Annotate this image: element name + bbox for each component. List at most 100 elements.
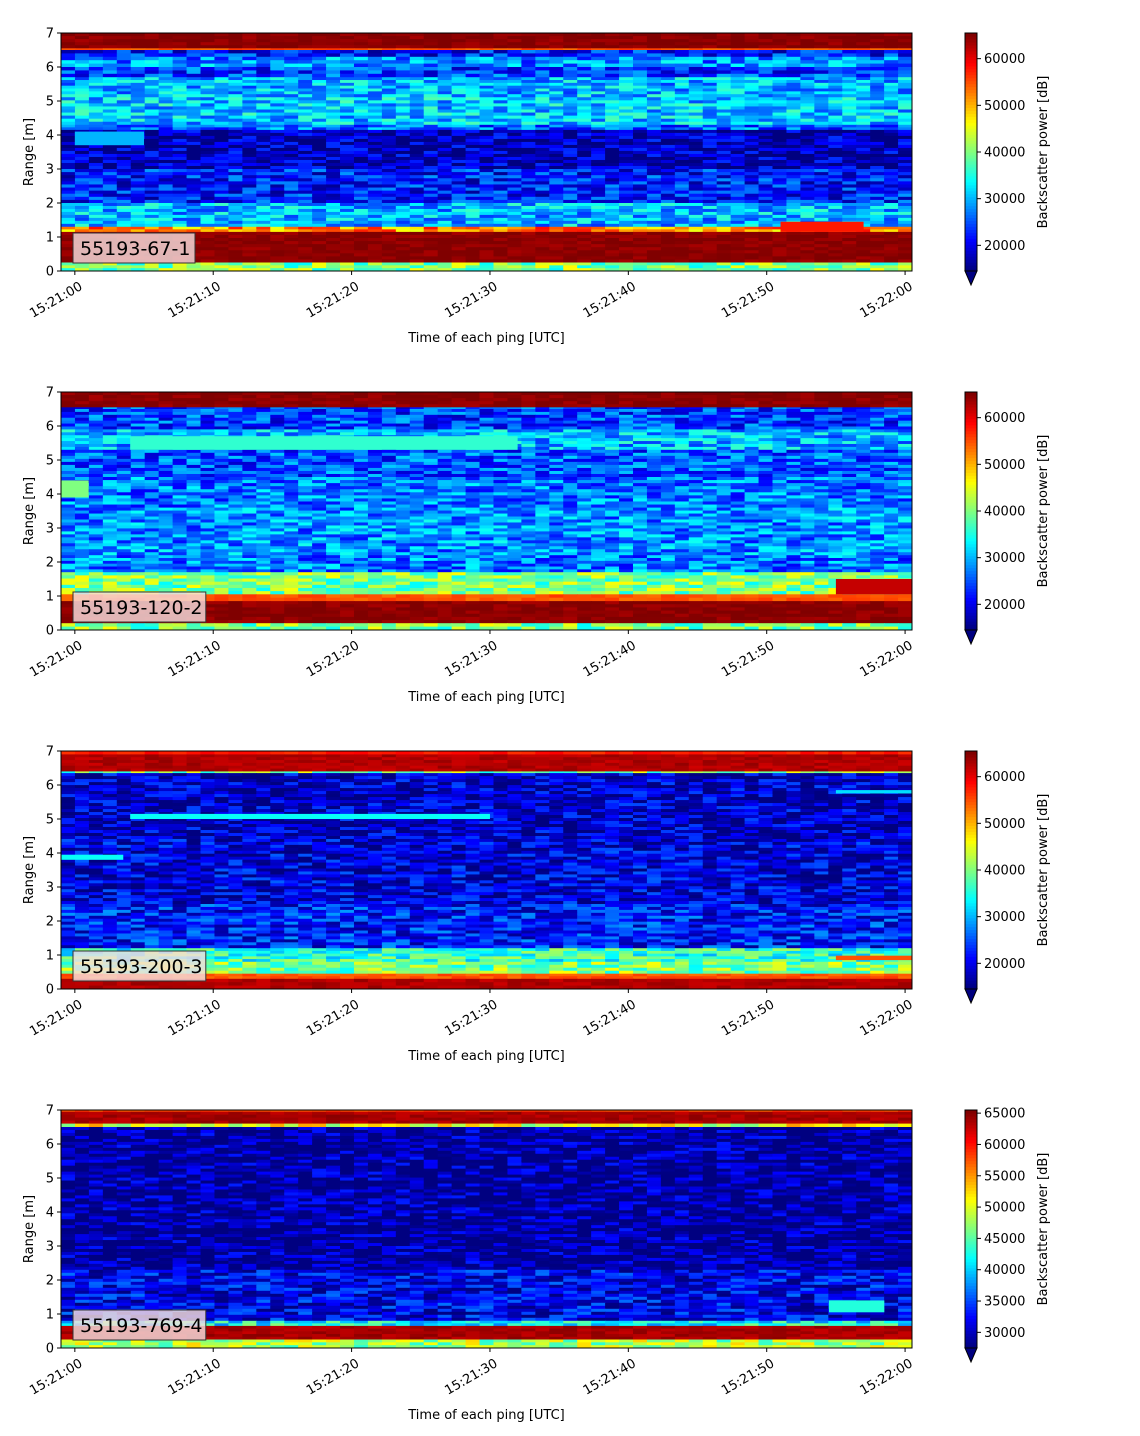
heatmap-cell — [270, 187, 285, 192]
heatmap-cell — [898, 231, 912, 236]
heatmap-cell — [856, 190, 871, 195]
heatmap-cell — [800, 268, 815, 271]
heatmap-cell — [786, 115, 801, 120]
heatmap-cell — [116, 268, 132, 271]
heatmap-cell — [270, 392, 285, 396]
heatmap-cell — [326, 392, 341, 396]
heatmap-cell — [507, 159, 522, 164]
heatmap-cell — [716, 53, 732, 58]
heatmap-cell — [465, 135, 481, 140]
heatmap-cell — [172, 193, 188, 198]
heatmap-cell — [340, 156, 355, 161]
heatmap-cell — [660, 220, 676, 225]
heatmap-cell — [674, 172, 690, 176]
heatmap-cell — [340, 241, 355, 245]
heatmap-cell — [88, 103, 104, 108]
heatmap-cell — [535, 85, 550, 90]
heatmap-cell — [298, 132, 313, 137]
heatmap-cell — [674, 33, 690, 37]
heatmap-cell — [898, 82, 912, 87]
heatmap-cell — [758, 247, 774, 251]
heatmap-cell — [437, 50, 453, 54]
heatmap-cell — [744, 178, 760, 182]
heatmap-cell — [716, 162, 732, 167]
heatmap-cell — [172, 172, 188, 176]
heatmap-cell — [186, 53, 202, 58]
heatmap-cell — [535, 129, 550, 134]
heatmap-cell — [256, 247, 271, 251]
heatmap-cell — [786, 33, 801, 37]
heatmap-cell — [298, 220, 313, 225]
heatmap-cell — [493, 97, 509, 101]
heatmap-cell — [828, 94, 843, 98]
heatmap-cell — [716, 138, 732, 143]
heatmap-cell — [744, 214, 760, 219]
heatmap-cell — [200, 153, 216, 158]
heatmap-cell — [716, 250, 732, 254]
heatmap-cell — [144, 190, 160, 195]
heatmap-cell — [758, 223, 774, 228]
heatmap-cell — [744, 187, 760, 192]
heatmap-cell — [158, 150, 174, 155]
heatmap-cell — [632, 199, 648, 204]
heatmap-cell — [186, 36, 202, 40]
heatmap-cell — [102, 265, 118, 269]
heatmap-cell — [172, 262, 188, 266]
heatmap-cell — [465, 56, 481, 61]
heatmap-cell — [800, 190, 815, 195]
heatmap-cell — [898, 268, 912, 271]
heatmap-cell — [828, 205, 843, 210]
heatmap-cell — [130, 217, 146, 222]
heatmap-cell — [619, 159, 634, 164]
heatmap-cell — [144, 112, 160, 117]
heatmap-cell — [898, 67, 912, 71]
heatmap-cell — [493, 77, 509, 81]
heatmap-cell — [884, 56, 899, 61]
heatmap-cell — [102, 56, 118, 61]
heatmap-cell — [256, 70, 271, 75]
heatmap-cell — [437, 175, 453, 179]
heatmap-cell — [549, 39, 564, 43]
heatmap-cell — [688, 156, 704, 161]
heatmap-cell — [214, 220, 230, 225]
heatmap-cell — [549, 259, 564, 264]
heatmap-cell — [674, 265, 690, 269]
heatmap-cell — [507, 181, 522, 186]
heatmap-cell — [786, 238, 801, 242]
heatmap-cell — [242, 63, 257, 68]
heatmap-cell — [800, 256, 815, 261]
heatmap-cell — [744, 82, 760, 87]
heatmap-cell — [228, 231, 243, 236]
heatmap-cell — [367, 226, 383, 230]
heatmap-cell — [228, 187, 243, 192]
heatmap-cell — [340, 262, 355, 266]
heatmap-cell — [340, 211, 355, 216]
heatmap-cell — [479, 103, 495, 108]
heatmap-cell — [228, 159, 243, 164]
heatmap-cell — [632, 60, 648, 65]
heatmap-cell — [605, 36, 620, 40]
heatmap-cell — [619, 36, 634, 40]
heatmap-cell — [744, 112, 760, 117]
heatmap-cell — [549, 238, 564, 242]
heatmap-cell — [298, 259, 313, 264]
heatmap-cell — [479, 127, 495, 131]
heatmap-cell — [130, 220, 146, 225]
heatmap-cell — [102, 63, 118, 68]
heatmap-cell — [619, 103, 634, 108]
heatmap-cell — [242, 250, 257, 254]
heatmap-cell — [674, 199, 690, 204]
heatmap-cell — [353, 196, 369, 201]
heatmap-cell — [395, 244, 411, 248]
heatmap-cell — [549, 187, 564, 192]
heatmap-cell — [493, 169, 509, 173]
heatmap-cell — [451, 63, 467, 68]
heatmap-cell — [814, 124, 829, 128]
heatmap-cell — [144, 56, 160, 61]
heatmap-cell — [619, 77, 634, 81]
heatmap-cell — [507, 80, 522, 84]
heatmap-cell — [549, 190, 564, 195]
